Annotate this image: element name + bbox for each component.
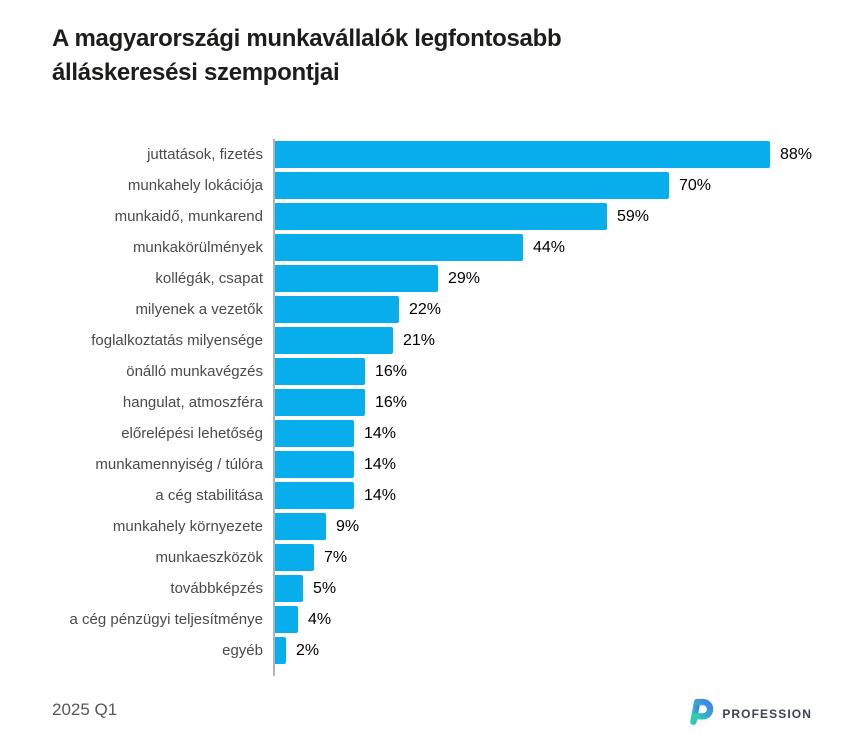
bar	[275, 637, 286, 664]
category-label: előrelépési lehetőség	[121, 425, 263, 442]
bar-chart: juttatások, fizetés 88% munkahely lokációj…	[20, 139, 842, 676]
category-label: munkamennyiség / túlóra	[95, 456, 263, 473]
bar-wrap: 88%	[275, 141, 812, 168]
value-label: 14%	[364, 424, 397, 442]
chart-row: kollégák, csapat 29%	[20, 263, 842, 294]
value-label: 22%	[409, 300, 442, 318]
value-label: 14%	[364, 486, 397, 504]
bar	[275, 606, 298, 633]
bar-wrap: 7%	[275, 544, 347, 571]
chart-row: munkaeszközök 7%	[20, 542, 842, 573]
y-axis-line	[273, 139, 275, 676]
value-label: 29%	[448, 269, 481, 287]
category-label: kollégák, csapat	[155, 270, 263, 287]
value-label: 59%	[617, 207, 650, 225]
bar-wrap: 16%	[275, 358, 407, 385]
category-label: munkakörülmények	[132, 239, 263, 256]
category-label: munkahely környezete	[112, 518, 263, 535]
bar-wrap: 14%	[275, 420, 396, 447]
chart-row: milyenek a vezetők 22%	[20, 294, 842, 325]
bar	[275, 327, 393, 354]
value-label: 9%	[336, 517, 360, 535]
period-label: 2025 Q1	[52, 700, 118, 719]
bar-wrap: 44%	[275, 234, 565, 261]
chart-row: a cég pénzügyi teljesítménye 4%	[20, 604, 842, 635]
chart-row: előrelépési lehetőség 14%	[20, 418, 842, 449]
value-label: 70%	[679, 176, 712, 194]
bar-wrap: 16%	[275, 389, 407, 416]
category-label: továbbképzés	[170, 580, 263, 597]
bar-wrap: 4%	[275, 606, 331, 633]
bar	[275, 389, 365, 416]
chart-rows: juttatások, fizetés 88% munkahely lokációj…	[20, 139, 842, 666]
value-label: 16%	[375, 393, 408, 411]
chart-row: munkahely lokációja 70%	[20, 170, 842, 201]
chart-row: hangulat, atmoszféra 16%	[20, 387, 842, 418]
value-label: 4%	[308, 610, 332, 628]
chart-title: A magyarországi munkavállalók legfontosa…	[52, 25, 562, 86]
bar	[275, 513, 326, 540]
bar-wrap: 59%	[275, 203, 649, 230]
category-label: önálló munkavégzés	[126, 363, 263, 380]
bar	[275, 358, 365, 385]
value-label: 16%	[375, 362, 408, 380]
bar-wrap: 14%	[275, 451, 396, 478]
category-label: a cég pénzügyi teljesítménye	[69, 611, 263, 628]
category-label: munkaidő, munkarend	[114, 208, 263, 225]
category-label: egyéb	[222, 642, 263, 659]
bar-wrap: 9%	[275, 513, 359, 540]
bar-wrap: 70%	[275, 172, 711, 199]
value-label: 44%	[533, 238, 566, 256]
bar	[275, 451, 354, 478]
bar	[275, 141, 770, 168]
value-label: 2%	[296, 641, 320, 659]
chart-row: munkakörülmények 44%	[20, 232, 842, 263]
chart-row: foglalkoztatás milyensége 21%	[20, 325, 842, 356]
bar	[275, 575, 303, 602]
chart-row: továbbképzés 5%	[20, 573, 842, 604]
value-label: 21%	[403, 331, 436, 349]
bar-wrap: 29%	[275, 265, 480, 292]
bar	[275, 203, 607, 230]
bar-wrap: 2%	[275, 637, 319, 664]
category-label: munkahely lokációja	[127, 177, 263, 194]
value-label: 5%	[313, 579, 337, 597]
chart-row: munkahely környezete 9%	[20, 511, 842, 542]
bar-wrap: 22%	[275, 296, 441, 323]
value-label: 88%	[780, 145, 813, 163]
profession-p-icon	[684, 696, 714, 731]
bar	[275, 296, 399, 323]
value-label: 7%	[324, 548, 348, 566]
bar	[275, 172, 669, 199]
category-label: foglalkoztatás milyensége	[91, 332, 263, 349]
category-label: hangulat, atmoszféra	[122, 394, 263, 411]
brand-logo: PROFESSION	[684, 696, 812, 731]
bar	[275, 265, 438, 292]
bar-wrap: 5%	[275, 575, 336, 602]
chart-row: önálló munkavégzés 16%	[20, 356, 842, 387]
chart-row: munkaidő, munkarend 59%	[20, 201, 842, 232]
chart-row: a cég stabilitása 14%	[20, 480, 842, 511]
chart-row: egyéb 2%	[20, 635, 842, 666]
category-label: munkaeszközök	[155, 549, 263, 566]
category-label: milyenek a vezetők	[135, 301, 263, 318]
bar	[275, 234, 523, 261]
category-label: a cég stabilitása	[155, 487, 263, 504]
brand-wordmark: PROFESSION	[722, 706, 812, 721]
bar-wrap: 14%	[275, 482, 396, 509]
bar	[275, 544, 314, 571]
bar	[275, 482, 354, 509]
category-label: juttatások, fizetés	[147, 146, 263, 163]
bar-wrap: 21%	[275, 327, 435, 354]
chart-row: juttatások, fizetés 88%	[20, 139, 842, 170]
value-label: 14%	[364, 455, 397, 473]
chart-row: munkamennyiség / túlóra 14%	[20, 449, 842, 480]
bar	[275, 420, 354, 447]
